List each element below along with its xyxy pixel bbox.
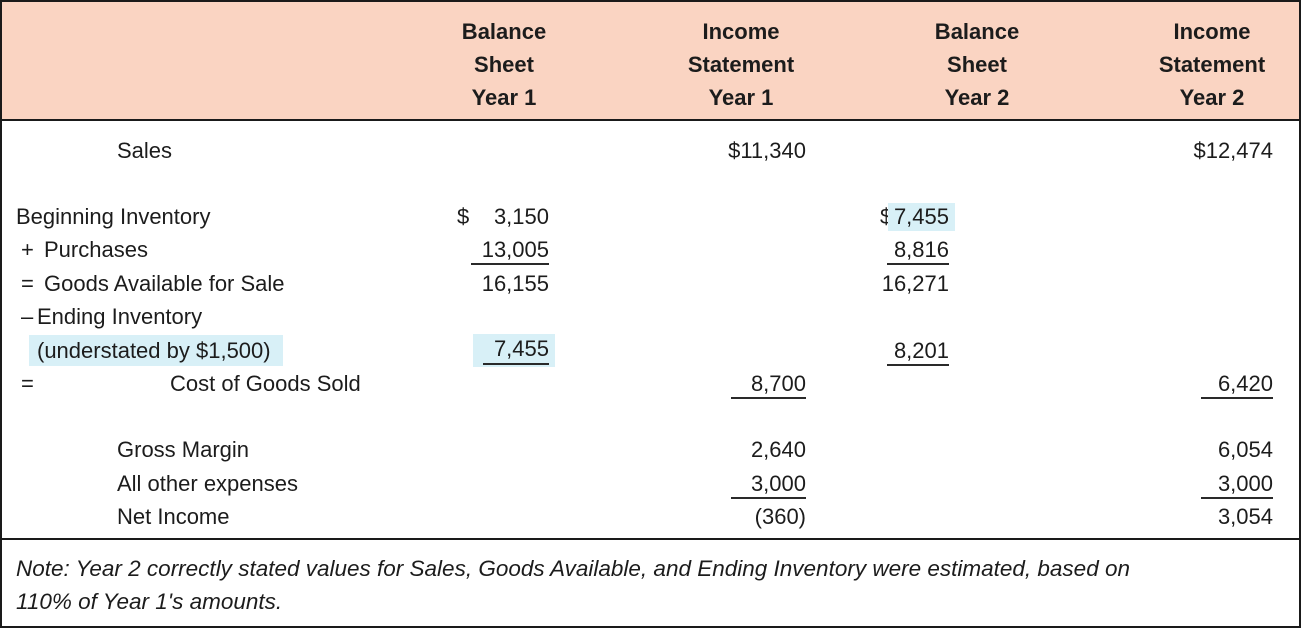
footnote-line: 110% of Year 1's amounts.: [16, 589, 283, 614]
header-line: Year 1: [708, 85, 774, 110]
row-purchases: + Purchases 13,005 8,816: [2, 233, 1299, 267]
row-label: All other expenses: [117, 470, 298, 496]
goods-available-bs-year2: 16,271: [881, 270, 949, 296]
row-sales: Sales $11,340 $12,474: [2, 134, 1299, 168]
row-label: Beginning Inventory: [16, 203, 211, 229]
beginning-inventory-bs-year2-highlighted: 7,455: [887, 202, 955, 231]
column-header-balance-sheet-year-1: Balance Sheet Year 1: [462, 15, 546, 114]
ending-inventory-bs-year1-highlighted: 7,455: [473, 333, 555, 367]
row-label: Ending Inventory: [37, 304, 203, 329]
column-header-income-statement-year-2: Income Statement Year 2: [1159, 15, 1265, 114]
row-beginning-inventory: Beginning Inventory $ 3,150 $ 7,455: [2, 200, 1299, 234]
sales-is-year1: $11,340: [728, 138, 806, 163]
column-header-income-statement-year-1: Income Statement Year 1: [688, 15, 794, 114]
row-label: Goods Available for Sale: [44, 270, 285, 296]
header-line: Sheet: [474, 52, 534, 77]
row-operator: +: [21, 237, 34, 262]
gross-margin-is-year1: 2,640: [750, 437, 806, 462]
sales-is-year2: $12,474: [1193, 138, 1273, 163]
table-body: Sales $11,340 $12,474 Beginning Inventor…: [2, 121, 1299, 538]
row-label: Net Income: [117, 504, 230, 529]
row-label: Gross Margin: [117, 437, 250, 462]
dollar-sign: $: [457, 203, 470, 229]
spacer: [2, 168, 1299, 200]
row-operator: =: [21, 371, 34, 396]
header-line: Year 2: [944, 85, 1010, 110]
cogs-is-year1: 8,700: [731, 367, 806, 399]
row-operator: =: [21, 270, 34, 296]
header-line: Year 2: [1179, 85, 1245, 110]
row-cost-of-goods-sold: = Cost of Goods Sold 8,700 6,420: [2, 367, 1299, 401]
row-label: Sales: [117, 138, 173, 163]
row-net-income: Net Income (360) 3,054: [2, 500, 1299, 534]
header-line: Balance: [934, 19, 1020, 44]
row-goods-available: = Goods Available for Sale 16,155 16,271: [2, 267, 1299, 301]
header-line: Statement: [1158, 52, 1266, 77]
header-line: Income: [702, 19, 780, 44]
gross-margin-is-year2: 6,054: [1217, 437, 1273, 462]
row-label-highlighted: (understated by $1,500): [29, 334, 283, 366]
goods-available-bs-year1: 16,155: [481, 270, 549, 296]
header-line: Income: [1173, 19, 1251, 44]
row-all-other-expenses: All other expenses 3,000 3,000: [2, 467, 1299, 501]
spacer: [2, 401, 1299, 434]
cogs-is-year2: 6,420: [1201, 367, 1273, 399]
footnote-line: Note: Year 2 correctly stated values for…: [16, 556, 1130, 581]
table-header: Balance Sheet Year 1 Income Statement Ye…: [2, 2, 1299, 121]
other-expenses-is-year2: 3,000: [1201, 467, 1273, 499]
row-label: Cost of Goods Sold: [170, 371, 361, 396]
footnote: Note: Year 2 correctly stated values for…: [2, 538, 1299, 626]
purchases-bs-year2: 8,816: [887, 233, 949, 265]
row-understated-note: (understated by $1,500) 7,455 8,201: [2, 333, 1299, 368]
other-expenses-is-year1: 3,000: [731, 467, 806, 499]
row-operator: –: [21, 304, 34, 329]
net-income-is-year2: 3,054: [1217, 504, 1273, 529]
header-line: Statement: [687, 52, 795, 77]
row-ending-inventory: – Ending Inventory: [2, 300, 1299, 334]
beginning-inventory-bs-year1: 3,150: [493, 203, 549, 229]
header-line: Year 1: [471, 85, 537, 110]
row-gross-margin: Gross Margin 2,640 6,054: [2, 433, 1299, 467]
row-label: Purchases: [44, 237, 148, 262]
purchases-bs-year1: 13,005: [471, 233, 549, 265]
header-line: Balance: [461, 19, 547, 44]
column-header-balance-sheet-year-2: Balance Sheet Year 2: [935, 15, 1019, 114]
ending-inventory-bs-year2: 8,201: [887, 334, 949, 366]
header-line: Sheet: [947, 52, 1007, 77]
net-income-is-year1: (360): [754, 504, 806, 529]
